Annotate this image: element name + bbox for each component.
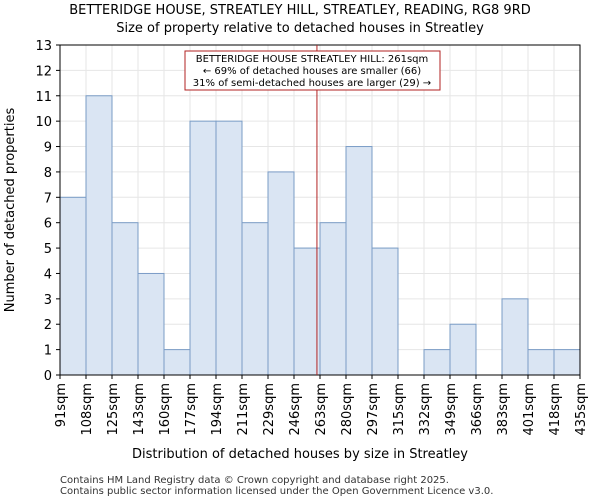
y-tick-label: 1 bbox=[44, 344, 52, 359]
y-tick-label: 7 bbox=[44, 191, 52, 206]
x-tick-label: 246sqm bbox=[288, 383, 303, 436]
bar-332sqm bbox=[423, 349, 451, 376]
bar-229sqm bbox=[267, 171, 295, 376]
plot-area-frame bbox=[59, 44, 581, 376]
y-tick-label: 5 bbox=[44, 242, 52, 257]
x-tick-label: 229sqm bbox=[262, 383, 277, 436]
bar-211sqm bbox=[241, 222, 269, 376]
bar-143sqm bbox=[137, 272, 165, 376]
annotation-line2: ← 69% of detached houses are smaller (66… bbox=[203, 66, 421, 77]
x-tick-label: 194sqm bbox=[210, 383, 225, 436]
bar-383sqm bbox=[501, 298, 529, 376]
x-tick-label: 160sqm bbox=[158, 383, 173, 436]
x-axis-ticks: 91sqm 108sqm 125sqm 143sqm 160sqm 177sqm 194sq… bbox=[54, 375, 589, 436]
y-tick-label: 11 bbox=[35, 90, 52, 105]
y-tick-label: 9 bbox=[44, 141, 52, 156]
y-tick-label: 6 bbox=[44, 217, 52, 232]
annotation-line1: BETTERIDGE HOUSE STREATLEY HILL: 261sqm bbox=[196, 54, 429, 65]
x-tick-label: 366sqm bbox=[470, 383, 485, 436]
annotation-line3: 31% of semi-detached houses are larger (… bbox=[193, 78, 431, 89]
bars bbox=[59, 95, 581, 376]
y-tick-label: 4 bbox=[44, 267, 52, 282]
bar-280sqm bbox=[345, 146, 373, 376]
x-tick-label: 349sqm bbox=[444, 383, 459, 436]
x-tick-label: 143sqm bbox=[132, 383, 147, 436]
x-tick-label: 315sqm bbox=[392, 383, 407, 436]
x-tick-label: 332sqm bbox=[418, 383, 433, 436]
x-tick-label: 263sqm bbox=[314, 383, 329, 436]
x-tick-label: 383sqm bbox=[496, 383, 511, 436]
x-tick-label: 435sqm bbox=[574, 383, 589, 436]
bar-108sqm bbox=[85, 95, 113, 376]
footer-line1: Contains HM Land Registry data © Crown c… bbox=[60, 475, 449, 486]
footer-line2: Contains public sector information licen… bbox=[60, 486, 493, 497]
chart-title-line2: Size of property relative to detached ho… bbox=[116, 21, 484, 36]
bar-297sqm bbox=[371, 247, 399, 376]
x-tick-label: 108sqm bbox=[80, 383, 95, 436]
bar-401sqm bbox=[527, 349, 555, 376]
bar-194sqm bbox=[215, 120, 243, 376]
bar-246sqm bbox=[293, 247, 321, 376]
y-tick-label: 10 bbox=[35, 115, 52, 130]
bar-349sqm bbox=[449, 323, 477, 376]
x-tick-label: 125sqm bbox=[106, 383, 121, 436]
y-tick-label: 0 bbox=[44, 369, 52, 384]
y-tick-label: 8 bbox=[44, 166, 52, 181]
bar-125sqm bbox=[111, 222, 139, 376]
y-axis-label: Number of detached properties bbox=[3, 108, 18, 313]
y-tick-label: 2 bbox=[44, 318, 52, 333]
x-tick-label: 418sqm bbox=[548, 383, 563, 436]
y-tick-label: 3 bbox=[44, 293, 52, 308]
annotation-box: BETTERIDGE HOUSE STREATLEY HILL: 261sqm … bbox=[184, 50, 441, 91]
bar-418sqm bbox=[553, 349, 581, 376]
x-tick-label: 177sqm bbox=[184, 383, 199, 436]
x-tick-label: 280sqm bbox=[340, 383, 355, 436]
x-tick-label: 91sqm bbox=[54, 383, 69, 427]
x-tick-label: 297sqm bbox=[366, 383, 381, 436]
x-tick-label: 401sqm bbox=[522, 383, 537, 436]
x-axis-label: Distribution of detached houses by size … bbox=[132, 447, 468, 462]
y-tick-label: 12 bbox=[35, 64, 52, 79]
y-tick-label: 13 bbox=[35, 39, 52, 54]
annotation-frame bbox=[184, 50, 441, 91]
x-tick-label: 211sqm bbox=[236, 383, 251, 436]
bar-160sqm bbox=[163, 349, 191, 376]
chart-title-line1: BETTERIDGE HOUSE, STREATLEY HILL, STREAT… bbox=[69, 3, 531, 18]
bar-177sqm bbox=[189, 120, 217, 376]
bar-263sqm bbox=[319, 222, 347, 376]
bar-91sqm bbox=[59, 196, 87, 376]
